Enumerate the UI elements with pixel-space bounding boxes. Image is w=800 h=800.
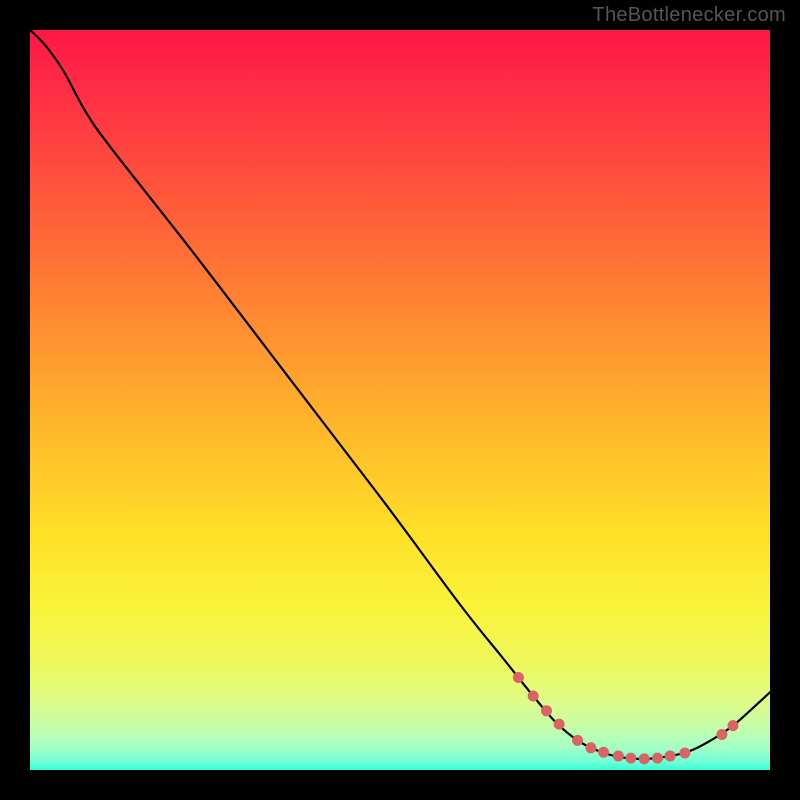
watermark-text: TheBottlenecker.com bbox=[592, 4, 786, 27]
curve-marker bbox=[665, 751, 675, 761]
curve-marker bbox=[613, 751, 623, 761]
curve-marker bbox=[680, 748, 690, 758]
curve-marker bbox=[573, 735, 583, 745]
curve-marker bbox=[542, 706, 552, 716]
curve-marker bbox=[728, 721, 738, 731]
curve-marker bbox=[513, 673, 523, 683]
curve-marker bbox=[626, 753, 636, 763]
curve-marker bbox=[528, 691, 538, 701]
curve-marker bbox=[717, 729, 727, 739]
chart-background bbox=[30, 30, 770, 770]
chart-canvas bbox=[30, 30, 770, 770]
curve-marker bbox=[586, 743, 596, 753]
curve-marker bbox=[554, 719, 564, 729]
curve-marker bbox=[599, 747, 609, 757]
curve-marker bbox=[653, 753, 663, 763]
curve-marker bbox=[639, 754, 649, 764]
